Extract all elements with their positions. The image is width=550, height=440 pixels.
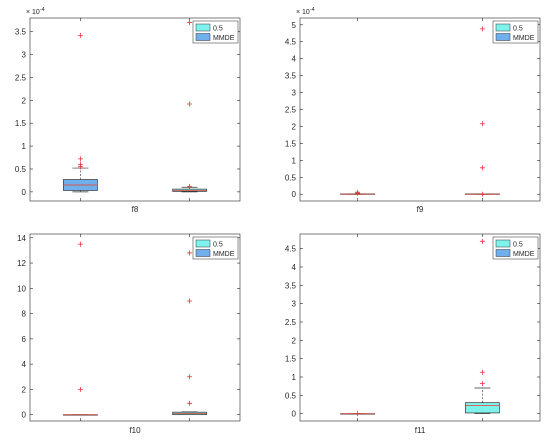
box-05 <box>465 402 500 414</box>
y-tick-label: 4 <box>292 263 297 272</box>
legend-swatch <box>195 23 211 32</box>
legend-label: MMDE <box>513 251 535 258</box>
y-tick-label: 8 <box>22 310 27 319</box>
y-exponent-label: × 10-4 <box>296 7 315 16</box>
y-tick-label: 1.5 <box>285 139 297 148</box>
axes-frame <box>29 233 241 422</box>
legend-label: 0.5 <box>513 242 523 249</box>
y-tick-label: 3 <box>292 89 297 98</box>
y-tick-label: 0 <box>292 190 297 199</box>
y-exponent-label: × 10-4 <box>26 7 45 16</box>
y-tick-label: 1.5 <box>285 355 297 364</box>
outlier-marker <box>187 298 193 304</box>
y-tick-label: 3 <box>292 300 297 309</box>
y-tick-label: 2.5 <box>285 318 297 327</box>
outlier-marker <box>77 386 83 392</box>
panel-f8: 0 0.5 1 1.5 2 2.5 3 3.5 × 10-4 f8 0.5 MMDE <box>15 7 241 214</box>
y-tick-label: 6 <box>22 335 27 344</box>
outlier-marker <box>479 238 485 244</box>
outlier-marker <box>187 374 193 380</box>
legend-swatch <box>495 33 511 41</box>
y-tick-label: 0.5 <box>285 173 297 182</box>
y-tick-label: 3 <box>22 51 27 60</box>
x-axis-label: f11 <box>415 426 426 435</box>
axes-frame <box>29 17 241 202</box>
outlier-marker <box>479 165 485 171</box>
y-tick-label: 10 <box>17 284 26 293</box>
legend-swatch <box>495 23 511 32</box>
y-tick-label: 3.5 <box>15 28 27 37</box>
y-tick-label: 2 <box>22 385 27 394</box>
x-axis-label: f9 <box>417 205 424 214</box>
y-tick-label: 3.5 <box>285 281 297 290</box>
legend-label: 0.5 <box>213 26 223 33</box>
legend-swatch <box>195 249 211 257</box>
y-tick-label: 1 <box>292 373 297 382</box>
y-tick-label: 12 <box>17 259 26 268</box>
y-tick-label: 4.5 <box>285 38 297 47</box>
y-tick-label: 0 <box>22 188 27 197</box>
outlier-marker <box>355 189 361 195</box>
y-tick-label: 4 <box>22 360 27 369</box>
outlier-marker <box>77 156 83 162</box>
y-tick-label: 2 <box>292 336 297 345</box>
legend-swatch <box>495 249 511 257</box>
y-tick-label: 14 <box>17 234 26 243</box>
axes-frame <box>299 17 541 202</box>
axes-frame <box>299 233 541 422</box>
legend-swatch <box>195 33 211 41</box>
y-tick-label: 5 <box>292 21 297 30</box>
legend-label: 0.5 <box>513 26 523 33</box>
legend-swatch <box>195 239 211 248</box>
y-tick-label: 2.5 <box>15 73 27 82</box>
y-tick-label: 1 <box>22 142 27 151</box>
panel-f10: 0 2 4 6 8 10 12 14 f10 0.5 MMDE <box>17 233 241 435</box>
outlier-marker <box>187 250 193 256</box>
outlier-marker <box>77 161 83 167</box>
y-tick-label: 2 <box>22 96 27 105</box>
y-tick-label: 4.5 <box>285 245 297 254</box>
outlier-marker <box>479 121 485 127</box>
y-tick-label: 4 <box>292 55 297 64</box>
y-tick-label: 3.5 <box>285 72 297 81</box>
outlier-marker <box>187 400 193 406</box>
y-tick-label: 1.5 <box>15 119 27 128</box>
x-axis-label: f10 <box>129 426 141 435</box>
y-tick-label: 0 <box>292 410 297 419</box>
panel-f11: 0 0.5 1 1.5 2 2.5 3 3.5 4 4.5 f11 0.5 MMDE <box>285 233 541 435</box>
outlier-marker <box>479 381 485 387</box>
legend-label: MMDE <box>213 251 235 258</box>
outlier-marker <box>187 20 193 26</box>
y-tick-label: 0 <box>22 411 27 420</box>
legend-label: MMDE <box>513 35 535 42</box>
outlier-marker <box>479 191 485 197</box>
outlier-marker <box>479 369 485 375</box>
y-tick-label: 2 <box>292 122 297 131</box>
outlier-marker <box>77 32 83 38</box>
y-tick-label: 0.5 <box>285 391 297 400</box>
outlier-marker <box>355 411 361 417</box>
panel-f9: 0 0.5 1 1.5 2 2.5 3 3.5 4 4.5 5 × 10-4 f9 0.5 MMDE <box>285 7 541 214</box>
x-axis-label: f8 <box>132 205 139 214</box>
outlier-marker <box>77 241 83 247</box>
y-tick-label: 0.5 <box>15 165 27 174</box>
legend-label: 0.5 <box>213 242 223 249</box>
outlier-marker <box>187 101 193 107</box>
y-tick-label: 1 <box>292 156 297 165</box>
outlier-marker <box>479 26 485 32</box>
y-tick-label: 2.5 <box>285 106 297 115</box>
legend-swatch <box>495 239 511 248</box>
legend-label: MMDE <box>213 35 235 42</box>
outlier-marker <box>187 183 193 189</box>
